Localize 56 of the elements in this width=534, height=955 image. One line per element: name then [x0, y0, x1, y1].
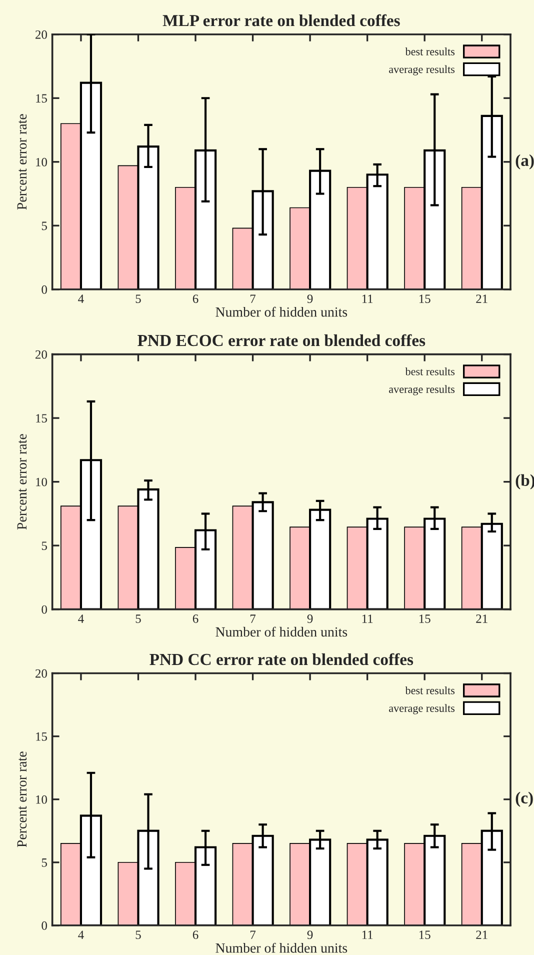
legend-label: average results: [389, 704, 455, 714]
x-axis-title: Number of hidden units: [216, 626, 348, 637]
x-tick-label: 11: [362, 930, 373, 939]
x-tick-label: 7: [250, 930, 256, 939]
y-axis-title: Percent error rate: [17, 434, 27, 530]
y-tick-label: 15: [36, 94, 47, 103]
y-tick-label: 10: [36, 478, 47, 486]
y-tick-label: 5: [42, 542, 47, 550]
y-tick-label: 20: [36, 669, 47, 678]
y-tick-label: 15: [36, 732, 47, 741]
x-tick-label: 5: [136, 930, 141, 940]
legend-label: average results: [389, 65, 455, 76]
y-tick-label: 0: [42, 605, 47, 614]
text: (c): [516, 792, 533, 807]
y-axis-title: Percent error rate: [17, 752, 27, 848]
chart-title: PND CC error rate on blended coffes: [150, 653, 414, 666]
x-tick-label: 9: [307, 930, 313, 940]
y-tick-label: 5: [42, 858, 47, 867]
x-tick-label: 15: [419, 930, 430, 940]
x-tick-label: 7: [250, 614, 256, 623]
x-tick-label: 6: [192, 614, 198, 623]
y-tick-label: 10: [36, 795, 47, 804]
x-tick-label: 21: [476, 294, 488, 303]
x-tick-label: 4: [78, 294, 84, 303]
y-axis-title: Percent error rate: [17, 114, 27, 210]
chart-title: PND ECOC error rate on blended coffes: [138, 334, 426, 346]
x-tick-label: 11: [362, 294, 373, 303]
y-tick-label: 15: [36, 414, 47, 423]
x-tick-label: 9: [307, 294, 313, 304]
x-tick-label: 6: [192, 294, 198, 304]
y-tick-label: 20: [36, 350, 47, 359]
x-tick-label: 11: [362, 614, 373, 623]
legend-label: best results: [405, 686, 455, 694]
y-tick-label: 10: [36, 158, 47, 166]
text: (a): [516, 154, 534, 170]
y-tick-label: 0: [42, 285, 47, 294]
legend-label: average results: [389, 385, 455, 396]
x-tick-label: 15: [419, 614, 430, 623]
x-tick-label: 15: [419, 294, 430, 304]
x-axis-title: Number of hidden units: [216, 306, 348, 317]
legend-label: best results: [405, 48, 455, 56]
y-tick-label: 5: [42, 222, 47, 230]
x-tick-label: 5: [136, 614, 141, 623]
x-tick-label: 9: [307, 614, 313, 623]
chart-title: MLP error rate on blended coffes: [162, 14, 400, 26]
x-tick-label: 7: [250, 294, 256, 303]
y-tick-label: 0: [42, 921, 47, 930]
x-tick-label: 21: [476, 930, 488, 939]
x-tick-label: 4: [78, 614, 84, 623]
legend-label: best results: [405, 367, 455, 376]
x-tick-label: 5: [136, 294, 141, 304]
x-tick-label: 4: [78, 930, 84, 939]
x-tick-label: 6: [192, 930, 198, 940]
x-tick-label: 21: [476, 614, 488, 623]
y-tick-label: 20: [36, 30, 47, 39]
x-axis-title: Number of hidden units: [216, 942, 348, 953]
